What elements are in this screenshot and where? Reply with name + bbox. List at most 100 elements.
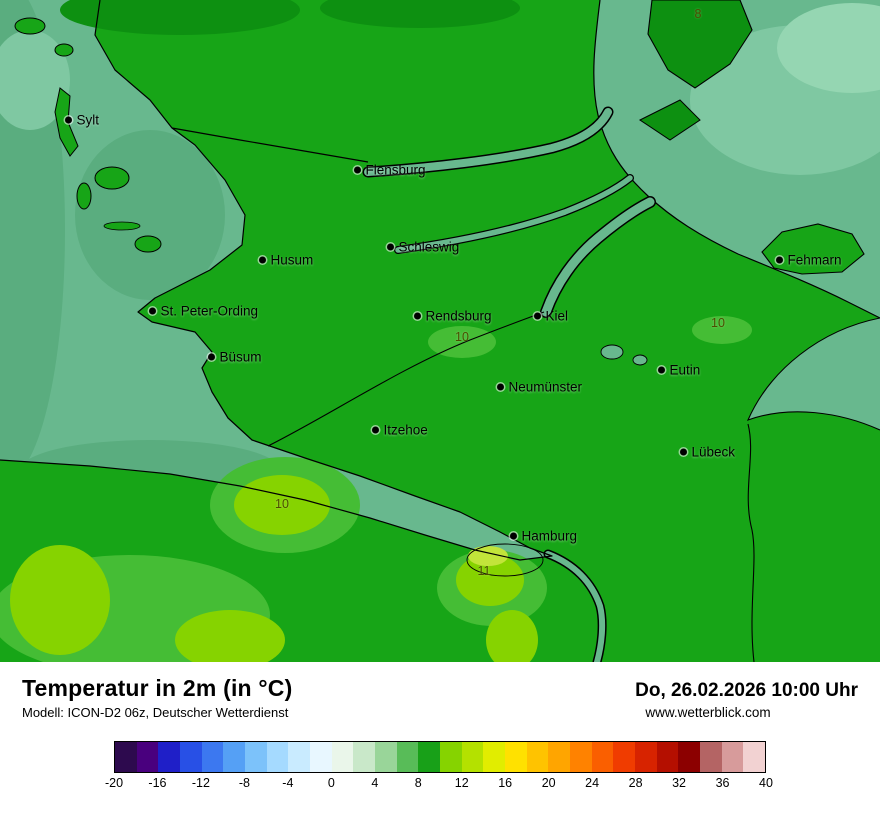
city-label: Husum <box>270 252 314 268</box>
baltic-sea-lighter-patch <box>777 3 880 93</box>
kiel-fjord <box>541 197 655 317</box>
hamburg-border-loop <box>466 543 544 577</box>
colorbar-tick: -16 <box>148 776 167 790</box>
colorbar-tick: 8 <box>414 776 422 790</box>
city-dot-icon <box>775 256 783 264</box>
warm-patch-core <box>10 545 110 655</box>
colorbar-tick: 12 <box>454 776 469 790</box>
temperature-value-label: 8 <box>694 7 702 21</box>
colorbar-cell <box>418 742 441 772</box>
pellworm-island <box>134 235 162 253</box>
colorbar-cell <box>245 742 267 772</box>
city-dot-icon <box>207 353 215 361</box>
colorbar-cell <box>223 742 246 772</box>
colorbar-cell <box>743 742 766 772</box>
colorbar-tick: 4 <box>371 776 379 790</box>
footer-header-row: Temperatur in 2m (in °C) Do, 26.02.2026 … <box>22 675 858 702</box>
city-label: Hamburg <box>521 528 578 544</box>
colorbar-cell <box>461 742 484 772</box>
city-marker: Kiel <box>533 308 569 324</box>
colorbar-cell <box>570 742 592 772</box>
danish-island-small <box>639 99 701 141</box>
colorbar-tick: 28 <box>628 776 643 790</box>
flensburg-fjord <box>364 108 612 176</box>
coastline <box>0 0 553 561</box>
kiel-canal-line <box>267 311 545 447</box>
foehr-island <box>94 166 130 190</box>
colorbar-cell <box>591 742 614 772</box>
city-dot-icon <box>148 307 156 315</box>
colorbar-cell <box>656 742 679 772</box>
lake <box>632 354 648 366</box>
colorbar-cell <box>721 742 744 772</box>
colorbar-tick: 20 <box>541 776 556 790</box>
colorbar-cell <box>375 742 397 772</box>
colorbar-wrapper: -20 -16 -12 -8 -4 0 4 8 12 16 20 24 28 32 36 40 <box>22 741 858 794</box>
colorbar-cell <box>440 742 462 772</box>
colorbar-cell <box>266 742 289 772</box>
elbe-river <box>545 551 606 662</box>
city-marker: Eutin <box>657 363 700 378</box>
city-label: Lübeck <box>691 444 736 460</box>
luebeck-bay-coastline <box>746 317 880 431</box>
colorbar-cell <box>505 742 527 772</box>
city-marker: St. Peter-Ording <box>148 303 259 319</box>
colorbar-cell <box>483 742 506 772</box>
city-label: Flensburg <box>365 162 426 178</box>
mild-patch <box>692 316 752 344</box>
temperature-value-label: 11 <box>477 564 491 578</box>
border-line-denmark <box>171 127 369 163</box>
luebeck-bay <box>748 318 880 430</box>
colorbar-cell <box>115 742 137 772</box>
colorbar-tick: 0 <box>327 776 335 790</box>
danish-island <box>647 0 753 89</box>
footer-subheader-row: Modell: ICON-D2 06z, Deutscher Wetterdie… <box>22 705 858 720</box>
city-dot-icon <box>64 116 72 124</box>
city-marker: Lübeck <box>679 444 736 460</box>
city-label: Itzehoe <box>383 422 428 438</box>
border-line-mecklenburg <box>747 423 755 662</box>
colorbar-tick: 40 <box>759 776 773 790</box>
city-dot-icon <box>679 448 687 456</box>
city-label: Kiel <box>545 308 569 324</box>
warm-patch-core <box>486 610 538 662</box>
city-marker: Hamburg <box>509 528 578 544</box>
website-link: www.wetterblick.com <box>645 705 771 720</box>
mild-patch <box>428 326 496 358</box>
model-info: Modell: ICON-D2 06z, Deutscher Wetterdie… <box>22 705 289 720</box>
city-dot-icon <box>386 243 394 251</box>
city-label: Neumünster <box>508 379 583 395</box>
lake <box>600 344 624 360</box>
colorbar-cell <box>331 742 354 772</box>
colorbar-cell <box>201 742 224 772</box>
footer-panel: Temperatur in 2m (in °C) Do, 26.02.2026 … <box>0 662 880 830</box>
colorbar-tick: 36 <box>715 776 730 790</box>
city-marker: Sylt <box>64 113 99 128</box>
colorbar-cell <box>526 742 549 772</box>
city-marker: Neumünster <box>496 379 583 395</box>
city-label: Fehmarn <box>787 252 842 268</box>
colorbar-tick: -8 <box>238 776 250 790</box>
temperature-value-label: 10 <box>275 497 289 511</box>
colorbar-ticks: -20 -16 -12 -8 -4 0 4 8 12 16 20 24 28 32 36 40 <box>105 776 773 794</box>
city-dot-icon <box>496 383 504 391</box>
warm-patch-core <box>175 610 285 662</box>
amrum-island <box>76 182 92 210</box>
map-svg <box>0 0 880 662</box>
colorbar-cell <box>635 742 657 772</box>
colorbar-cell <box>396 742 419 772</box>
forecast-datetime: Do, 26.02.2026 10:00 Uhr <box>635 680 858 701</box>
city-marker: Flensburg <box>353 162 426 178</box>
city-dot-icon <box>413 312 421 320</box>
city-dot-icon <box>509 532 517 540</box>
city-dot-icon <box>258 256 266 264</box>
city-label: St. Peter-Ording <box>160 303 259 319</box>
northwest-sea-light-patch <box>0 30 70 130</box>
danish-islet <box>14 17 46 35</box>
colorbar-cell <box>158 742 181 772</box>
city-label: Schleswig <box>398 239 460 255</box>
city-marker: Schleswig <box>386 239 460 255</box>
temperature-value-label: 10 <box>455 330 469 344</box>
colorbar-cell <box>548 742 571 772</box>
city-label: Büsum <box>219 349 262 365</box>
